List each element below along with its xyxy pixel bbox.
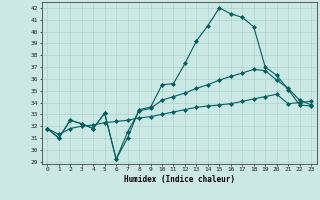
X-axis label: Humidex (Indice chaleur): Humidex (Indice chaleur): [124, 175, 235, 184]
